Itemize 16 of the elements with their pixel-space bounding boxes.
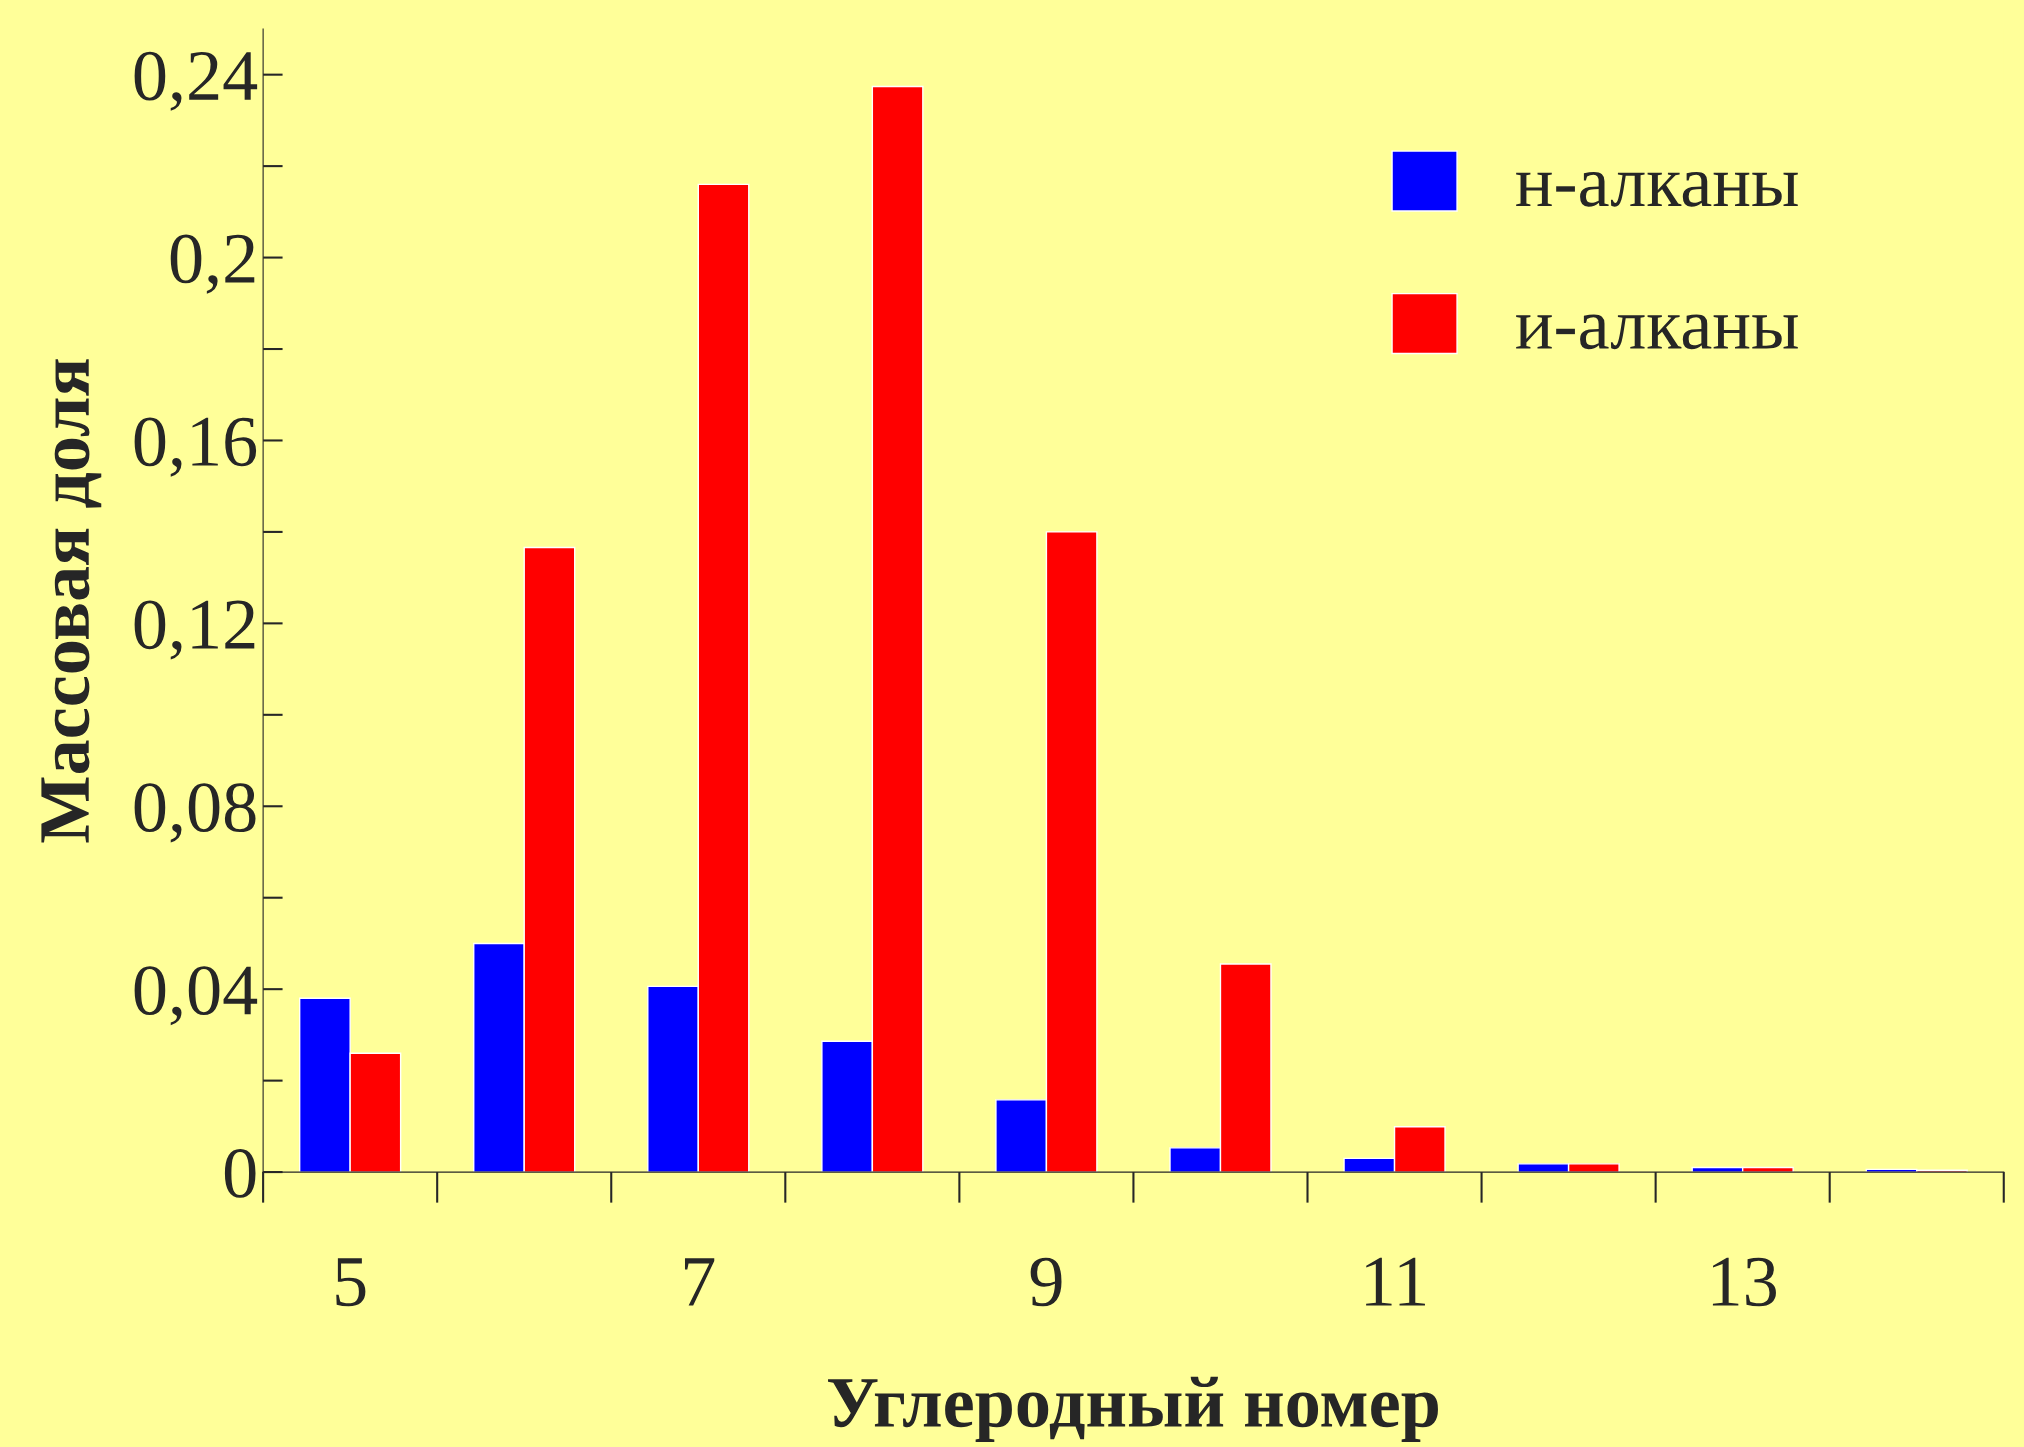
legend-label: и-алканы [1516, 314, 1798, 350]
y-tick-label: 0 [224, 1149, 256, 1198]
x-tick-label: 7 [684, 1258, 715, 1306]
x-tick-label: 5 [336, 1258, 366, 1307]
y-tick-label: 0,16 [134, 417, 257, 477]
y-tick-label: 0,24 [134, 51, 258, 111]
x-tick-label: 13 [1712, 1257, 1776, 1307]
x-axis-title: Углеродный номер [828, 1376, 1438, 1442]
y-tick-label: 0,2 [170, 234, 255, 294]
y-axis-title: Массовая доля [41, 359, 102, 843]
y-tick-label: 0,12 [134, 600, 255, 660]
x-tick-label: 9 [1030, 1257, 1062, 1307]
legend-label: н-алканы [1516, 172, 1798, 207]
y-tick-label: 0,08 [134, 783, 256, 843]
x-tick-label: 11 [1366, 1257, 1425, 1306]
y-tick-label: 0,04 [134, 966, 258, 1026]
